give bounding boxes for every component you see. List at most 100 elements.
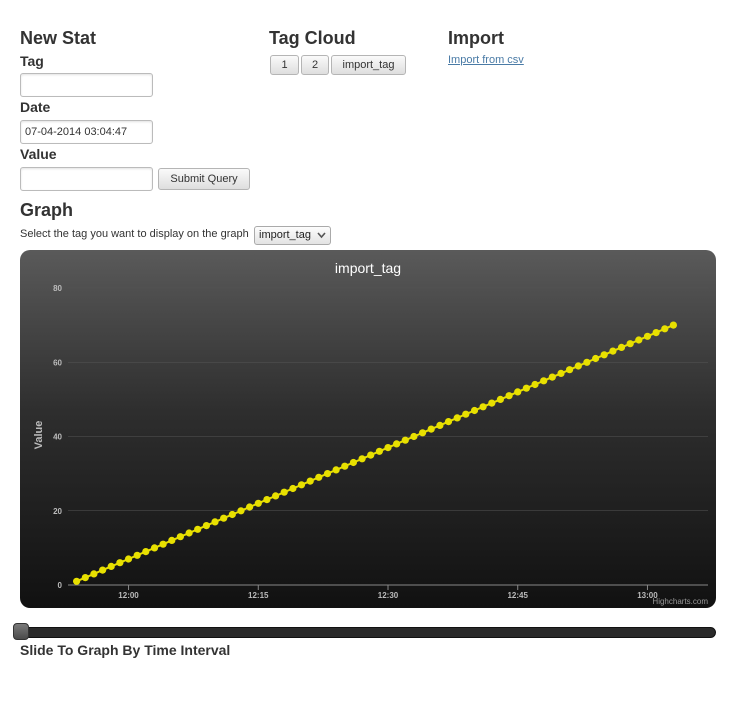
tag-label: Tag (20, 53, 44, 69)
data-point[interactable] (557, 369, 565, 377)
data-point[interactable] (669, 321, 678, 329)
data-point[interactable] (574, 362, 582, 370)
data-point[interactable] (237, 507, 245, 515)
data-point[interactable] (505, 392, 513, 400)
tag-select[interactable]: import_tag (254, 226, 331, 245)
data-point[interactable] (514, 388, 522, 396)
data-point[interactable] (583, 358, 591, 366)
data-point[interactable] (272, 492, 280, 500)
data-point[interactable] (263, 496, 271, 504)
data-point[interactable] (540, 377, 548, 385)
time-interval-slider-handle[interactable] (13, 623, 29, 640)
data-point[interactable] (185, 529, 193, 537)
x-tick-label: 12:00 (118, 591, 139, 600)
time-interval-slider-track[interactable] (20, 627, 716, 638)
data-point[interactable] (479, 403, 487, 411)
data-point[interactable] (73, 577, 81, 585)
data-point[interactable] (289, 484, 297, 493)
data-point[interactable] (81, 574, 89, 582)
data-point[interactable] (635, 336, 643, 344)
value-input[interactable] (20, 167, 153, 191)
data-point[interactable] (393, 440, 401, 448)
value-label: Value (20, 146, 57, 162)
data-point[interactable] (280, 488, 288, 496)
y-tick-label: 40 (53, 433, 62, 442)
data-point[interactable] (652, 329, 660, 337)
data-point[interactable] (643, 332, 652, 340)
tag-button-2[interactable]: 2 (301, 55, 329, 75)
submit-query-button[interactable]: Submit Query (158, 168, 250, 190)
y-tick-labels: 0 20 40 60 80 (53, 284, 62, 590)
data-point[interactable] (202, 522, 210, 530)
chart-title: import_tag (335, 260, 401, 276)
data-point[interactable] (90, 570, 98, 578)
tag-select-value: import_tag (259, 229, 311, 241)
tag-input[interactable] (20, 73, 153, 97)
data-point[interactable] (159, 540, 167, 548)
data-point[interactable] (315, 473, 323, 481)
data-point[interactable] (220, 514, 228, 522)
data-point[interactable] (297, 481, 306, 489)
data-point[interactable] (592, 354, 600, 363)
data-point[interactable] (306, 477, 314, 485)
data-point[interactable] (124, 555, 133, 563)
data-point[interactable] (358, 455, 366, 463)
data-point[interactable] (488, 399, 496, 407)
data-point[interactable] (142, 548, 150, 556)
data-point[interactable] (617, 343, 626, 351)
data-point[interactable] (626, 340, 634, 348)
data-point[interactable] (436, 421, 444, 429)
data-point[interactable] (384, 444, 392, 452)
x-tick-label: 13:00 (637, 591, 658, 600)
data-point[interactable] (99, 566, 107, 574)
data-point[interactable] (349, 458, 357, 467)
series-line (76, 324, 674, 583)
data-point[interactable] (228, 510, 236, 519)
series-import-tag (73, 321, 678, 585)
data-point[interactable] (341, 462, 349, 470)
data-point[interactable] (548, 373, 556, 381)
data-point[interactable] (444, 418, 453, 426)
data-point[interactable] (254, 499, 262, 507)
tag-button-1[interactable]: 1 (270, 55, 299, 75)
data-point[interactable] (176, 533, 184, 541)
data-point[interactable] (531, 380, 539, 389)
import-heading: Import (448, 28, 504, 48)
data-point[interactable] (600, 351, 608, 359)
data-point[interactable] (211, 518, 219, 526)
import-csv-link[interactable]: Import from csv (448, 54, 524, 66)
date-input[interactable]: 07-04-2014 03:04:47 (20, 120, 153, 144)
chevron-down-icon (317, 232, 326, 239)
data-point[interactable] (410, 432, 418, 441)
data-point[interactable] (453, 414, 461, 422)
date-label: Date (20, 99, 51, 115)
data-point[interactable] (150, 544, 159, 552)
data-point[interactable] (332, 466, 340, 474)
data-point[interactable] (116, 559, 124, 567)
chart-credit: Highcharts.com (652, 597, 708, 606)
data-point[interactable] (566, 366, 574, 374)
data-point[interactable] (609, 347, 617, 355)
y-axis-label: Value (33, 421, 45, 450)
data-point[interactable] (107, 562, 115, 570)
y-tick-label: 20 (53, 507, 62, 516)
data-point[interactable] (323, 470, 332, 478)
tag-button-import-tag[interactable]: import_tag (331, 55, 406, 75)
x-tick-label: 12:45 (507, 591, 528, 600)
tag-cloud-heading: Tag Cloud (269, 28, 356, 48)
data-point[interactable] (246, 503, 254, 511)
data-point[interactable] (375, 447, 383, 455)
data-point[interactable] (522, 384, 530, 392)
data-point[interactable] (462, 410, 470, 418)
data-point[interactable] (168, 536, 176, 544)
data-point[interactable] (367, 451, 375, 459)
data-point[interactable] (470, 406, 479, 415)
y-tick-label: 0 (58, 581, 63, 590)
data-point[interactable] (194, 525, 202, 533)
data-point[interactable] (133, 551, 141, 559)
data-point[interactable] (496, 395, 504, 403)
data-point[interactable] (427, 425, 435, 433)
data-point[interactable] (419, 429, 427, 437)
data-point[interactable] (401, 436, 409, 444)
data-point[interactable] (661, 325, 669, 333)
